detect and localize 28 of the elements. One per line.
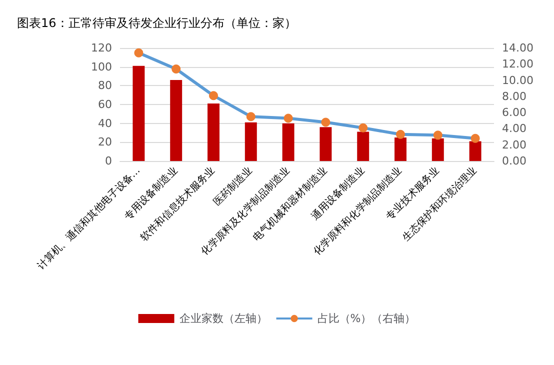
y-tick-label: 80 — [98, 79, 112, 92]
bar — [244, 122, 257, 161]
y-tick-label: 40 — [98, 116, 112, 130]
legend-label: 企业家数（左轴） — [179, 312, 268, 325]
y2-tick-label: 0.00 — [502, 154, 526, 168]
y2-tick-label: 8.00 — [502, 90, 526, 103]
y-tick-label: 60 — [98, 98, 112, 111]
y2-tick-label: 4.00 — [502, 122, 526, 136]
y-tick-label: 0 — [105, 154, 112, 168]
bar — [394, 137, 406, 161]
y2-tick-label: 6.00 — [502, 106, 526, 120]
y-tick-label: 120 — [91, 42, 112, 54]
bar — [320, 127, 332, 161]
bar — [208, 104, 220, 161]
y-tick-label: 20 — [98, 136, 112, 149]
bar — [282, 123, 294, 161]
bar — [132, 66, 145, 161]
bar — [469, 141, 482, 161]
y-tick-label: 100 — [91, 60, 112, 74]
y2-tick-label: 12.00 — [502, 58, 534, 71]
bar — [357, 132, 370, 161]
bar — [432, 138, 444, 161]
chart-title: 图表16：正常待审及待发企业行业分布（单位：家） — [17, 16, 296, 30]
legend-label: 占比（%）（右轴） — [317, 312, 416, 325]
y2-tick-label: 2.00 — [502, 138, 526, 152]
y2-tick-label: 10.00 — [502, 74, 534, 87]
bar — [170, 80, 182, 161]
y2-tick-label: 14.00 — [502, 42, 534, 54]
